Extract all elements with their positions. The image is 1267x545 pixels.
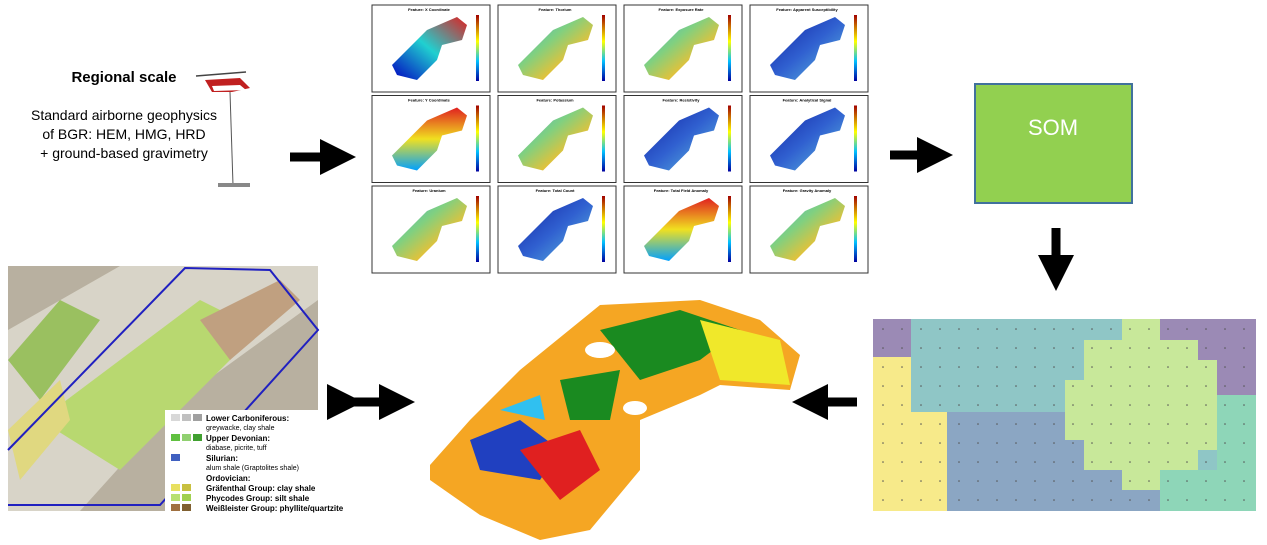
legend-heading: Gräfenthal Group: clay shale xyxy=(206,484,316,493)
description: Standard airborne geophysics of BGR: HEM,… xyxy=(31,107,217,161)
legend-heading: Lower Carboniferous: xyxy=(206,414,289,423)
panel-title: Feature: Total Count xyxy=(536,188,575,193)
description-line: of BGR: HEM, HMG, HRD xyxy=(42,126,205,142)
description-line: Standard airborne geophysics xyxy=(31,107,217,123)
panel-title: Feature: Analytical Signal xyxy=(783,98,832,103)
panel-title: Feature: Potassium xyxy=(536,98,574,103)
panel-title: Feature: Resistivity xyxy=(663,98,701,103)
feature-panel: Feature: Potassium xyxy=(498,96,616,183)
legend-heading: Ordovician: xyxy=(206,474,250,483)
description-line: + ground-based gravimetry xyxy=(40,145,208,161)
feature-panel: Feature: Total Count xyxy=(498,186,616,273)
feature-panel: Feature: Thorium xyxy=(498,5,616,92)
feature-panel: Feature: X Coordinate xyxy=(372,5,490,92)
panel-title: Feature: Y Coordinate xyxy=(408,98,450,103)
feature-panel: Feature: Exposure Rate xyxy=(624,5,742,92)
panel-title: Feature: X Coordinate xyxy=(408,7,451,12)
legend-heading: Upper Devonian: xyxy=(206,434,270,443)
legend-heading: Phycodes Group: silt shale xyxy=(206,494,310,503)
panel-title: Feature: Exposure Rate xyxy=(659,7,705,12)
panel-title: Feature: Gravity Anomaly xyxy=(783,188,832,193)
panel-title: Feature: Apparent Susceptibility xyxy=(776,7,838,12)
legend-text: diabase, picrite, tuff xyxy=(206,445,267,452)
title: Regional scale xyxy=(71,69,176,86)
feature-panel: Feature: Resistivity xyxy=(624,96,742,183)
feature-panel: Feature: Gravity Anomaly xyxy=(750,186,868,273)
panel-title: Feature: Total Field Anomaly xyxy=(654,188,709,193)
feature-panel: Feature: Uranium xyxy=(372,186,490,273)
feature-panel: Feature: Total Field Anomaly xyxy=(624,186,742,273)
feature-panel: Feature: Apparent Susceptibility xyxy=(750,5,868,92)
legend-heading: Weißleister Group: phyllite/quartzite xyxy=(206,504,344,513)
som-box xyxy=(975,84,1132,203)
som-label: SOM xyxy=(1028,115,1078,140)
panel-title: Feature: Uranium xyxy=(412,188,446,193)
legend-text: alum shale (Graptolites shale) xyxy=(206,465,299,472)
feature-panels: Feature: X Coordinate Feature: Thorium Fea… xyxy=(372,5,868,273)
panel-title: Feature: Thorium xyxy=(539,7,572,12)
diagram: Regional scale Standard airborne geophys… xyxy=(0,0,1267,545)
feature-panel: Feature: Analytical Signal xyxy=(750,96,868,183)
legend-text: greywacke, clay shale xyxy=(206,425,275,432)
legend-heading: Silurian: xyxy=(206,454,238,463)
cluster-map xyxy=(430,300,800,540)
som-map xyxy=(873,319,1256,511)
geology-map: Lower Carboniferous: greywacke, clay shal… xyxy=(8,266,344,513)
feature-panel: Feature: Y Coordinate xyxy=(372,96,490,183)
